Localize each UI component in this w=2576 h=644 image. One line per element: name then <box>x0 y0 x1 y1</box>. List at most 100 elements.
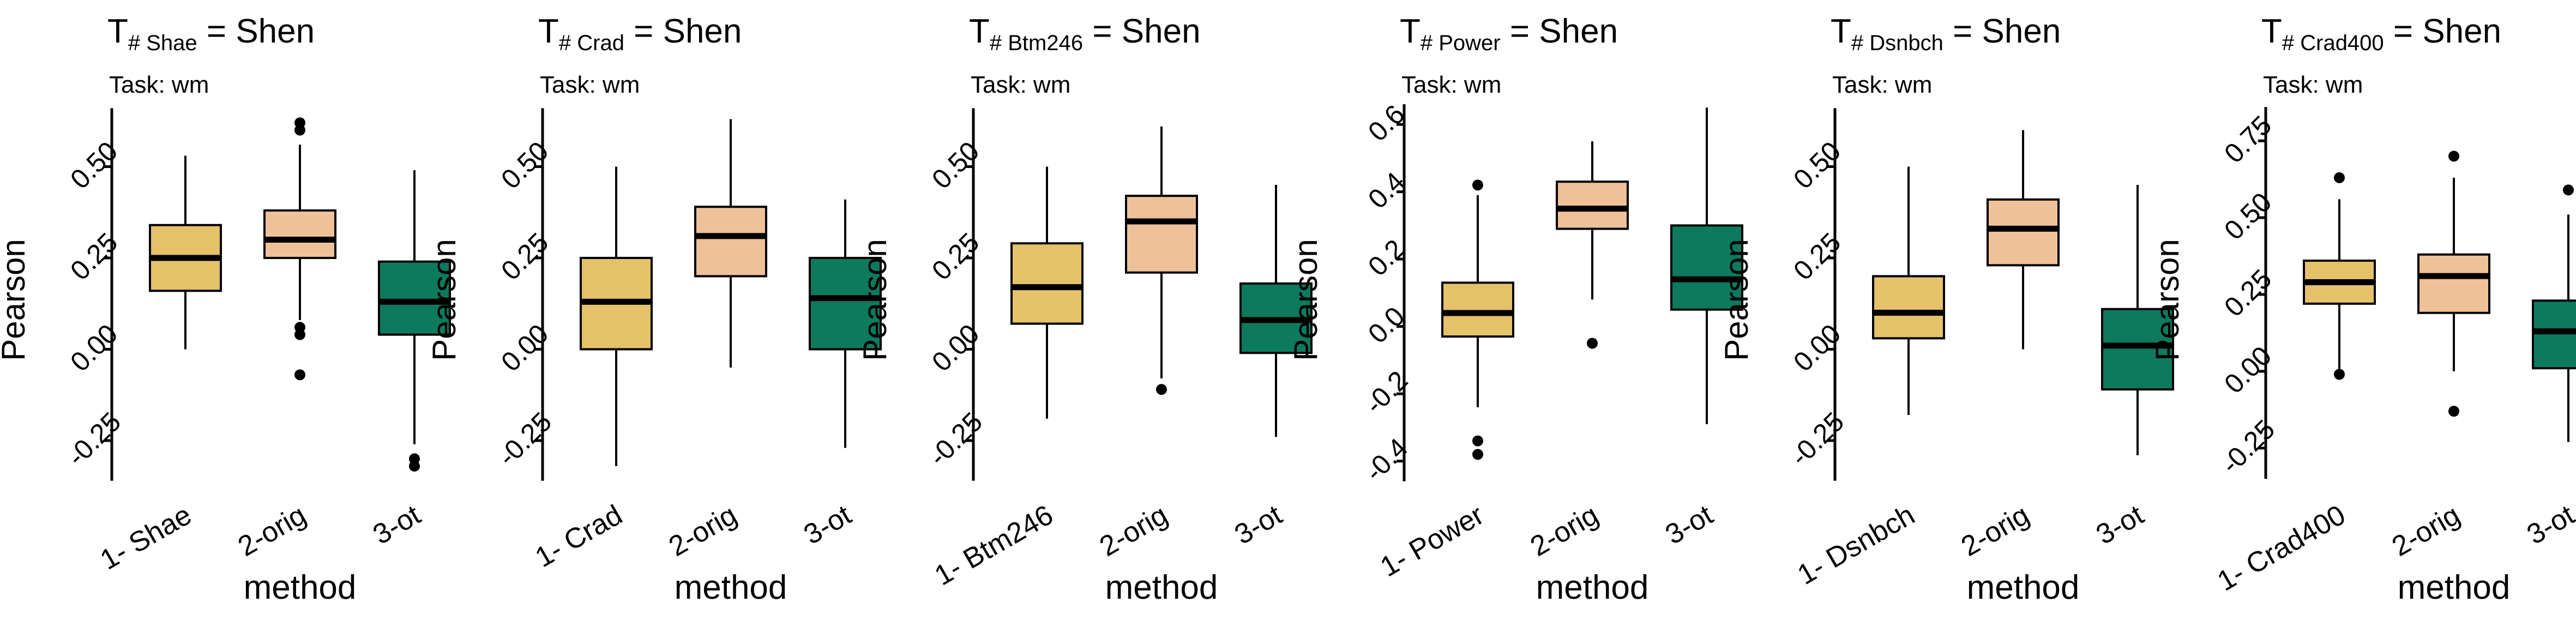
box-3 <box>1670 224 1743 311</box>
panel-subtitle: Task: wm <box>1401 71 1501 98</box>
panel-title: T# Shae = Shen <box>107 13 315 55</box>
y-tick-label: 0.25 <box>1787 227 1846 286</box>
panel-title-prefix: T <box>538 13 559 50</box>
y-tick-label: 0.25 <box>2218 263 2277 322</box>
x-axis-label: method <box>1105 569 1218 606</box>
outlier-point <box>1587 338 1598 349</box>
y-tick-label: 0.50 <box>1787 136 1846 195</box>
x-tick-label: 1- Shae <box>95 499 197 576</box>
y-tick-label: 0.25 <box>926 227 985 286</box>
panel-title: T# Crad = Shen <box>538 13 742 55</box>
y-axis-label: Pearson <box>2149 239 2186 360</box>
x-tick-label: 1- Crad400 <box>2212 499 2351 597</box>
panel-title-prefix: T <box>1831 13 1851 50</box>
panel-title-suffix: = Shen <box>1943 13 2061 50</box>
x-axis-label: method <box>1536 569 1649 606</box>
box-2 <box>694 206 767 278</box>
y-tick-label: -0.25 <box>1784 406 1850 472</box>
y-tick-label: -0.25 <box>2215 414 2280 479</box>
box-2 <box>263 209 336 260</box>
panel-title-prefix: T <box>1400 13 1421 50</box>
panel-title-subscript: # Crad400 <box>2282 31 2384 55</box>
panel-subtitle: Task: wm <box>971 71 1070 98</box>
x-tick-label: 3-ot <box>1229 499 1287 551</box>
box-2 <box>1125 195 1198 274</box>
y-tick-label: -0.2 <box>1359 365 1414 420</box>
panel-title-prefix: T <box>107 13 128 50</box>
x-tick-label: 2-orig <box>2387 499 2465 563</box>
box-2 <box>1987 198 2060 267</box>
x-tick-label: 3-ot <box>2521 499 2576 551</box>
x-tick-label: 2-orig <box>1956 499 2035 563</box>
y-tick-label: 0.50 <box>64 136 123 195</box>
x-axis-label: method <box>244 569 357 606</box>
box-3 <box>2101 308 2174 391</box>
y-axis-label: Pearson <box>1718 239 1755 360</box>
panel-title-prefix: T <box>2261 13 2282 50</box>
box-1 <box>1441 281 1514 338</box>
panel-subtitle: Task: wm <box>540 71 640 98</box>
panel-subtitle: Task: wm <box>2263 71 2363 98</box>
outlier-point <box>1472 449 1483 460</box>
outlier-point <box>2334 369 2345 380</box>
panel-title: T# Btm246 = Shen <box>969 13 1201 55</box>
outlier-point <box>294 329 305 340</box>
panel-title-prefix: T <box>969 13 990 50</box>
y-tick-label: 0.00 <box>926 318 985 377</box>
panel-title-subscript: # Btm246 <box>990 31 1083 55</box>
panel-title-suffix: = Shen <box>197 13 315 50</box>
panel-title-suffix: = Shen <box>1501 13 1618 50</box>
x-tick-label: 3-ot <box>1660 499 1718 551</box>
x-tick-label: 1- Crad <box>530 499 628 574</box>
x-tick-label: 2-orig <box>1094 499 1173 563</box>
x-tick-label: 3-ot <box>798 499 857 551</box>
x-tick-label: 2-orig <box>664 499 742 563</box>
x-tick-label: 3-ot <box>2091 499 2149 551</box>
y-tick-label: 0.75 <box>2218 110 2277 168</box>
outlier-point <box>409 460 420 472</box>
outlier-point <box>2448 406 2459 417</box>
y-axis-label: Pearson <box>0 239 32 360</box>
outlier-point <box>1156 384 1167 395</box>
box-3 <box>809 257 882 351</box>
y-tick-label: -0.25 <box>61 406 127 472</box>
panel-title-suffix: = Shen <box>624 13 742 50</box>
panel-title-subscript: # Dsnbch <box>1851 31 1943 55</box>
outlier-point <box>1472 435 1483 447</box>
y-tick-label: 0.50 <box>2218 186 2277 245</box>
y-tick-label: -0.4 <box>1359 432 1414 487</box>
box-3 <box>2532 299 2576 370</box>
y-tick-label: 0.00 <box>64 318 123 377</box>
outlier-point <box>1472 179 1483 191</box>
outlier-point <box>294 117 305 129</box>
y-tick-label: 0.50 <box>495 136 554 195</box>
x-tick-label: 3-ot <box>368 499 426 551</box>
outlier-point <box>2448 151 2459 162</box>
box-2 <box>1556 180 1629 230</box>
panel-title: T# Dsnbch = Shen <box>1831 13 2061 55</box>
y-tick-label: -0.25 <box>923 406 988 472</box>
x-tick-label: 1- Btm246 <box>929 499 1058 592</box>
panel-title-subscript: # Crad <box>559 31 624 55</box>
y-axis-label: Pearson <box>426 239 462 360</box>
panel-title-subscript: # Shae <box>128 31 197 55</box>
box-1 <box>1010 242 1084 325</box>
outlier-point <box>2563 184 2574 196</box>
y-tick-label: 0.00 <box>2218 340 2277 399</box>
x-axis-label: method <box>1967 569 2080 606</box>
x-tick-label: 2-orig <box>1525 499 1604 563</box>
panel-title: T# Crad400 = Shen <box>2261 13 2501 55</box>
x-tick-label: 2-orig <box>233 499 311 563</box>
x-tick-label: 1- Dsnbch <box>1792 499 1920 591</box>
box-1 <box>1872 275 1945 340</box>
outlier-point <box>294 369 305 381</box>
panel-title: T# Power = Shen <box>1400 13 1618 55</box>
x-axis-label: method <box>675 569 787 606</box>
y-tick-label: -0.25 <box>492 406 557 472</box>
y-tick-label: 0.25 <box>495 227 554 286</box>
x-tick-label: 1- Power <box>1375 499 1489 583</box>
y-axis-label: Pearson <box>857 239 893 360</box>
y-tick-label: 0.00 <box>495 318 554 377</box>
panel-title-suffix: = Shen <box>2384 13 2501 50</box>
